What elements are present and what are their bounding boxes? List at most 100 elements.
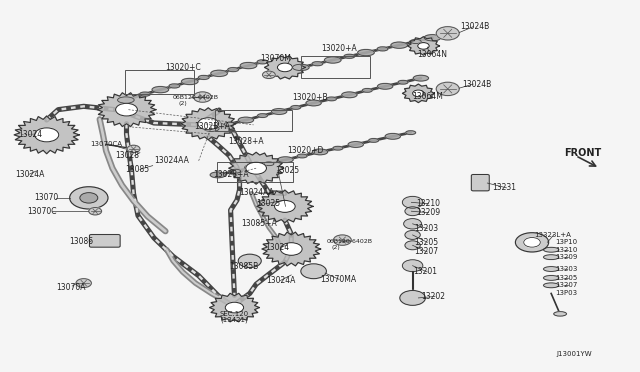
Ellipse shape bbox=[257, 60, 268, 64]
Text: 13024A: 13024A bbox=[15, 170, 44, 179]
Ellipse shape bbox=[181, 78, 198, 84]
Text: 13028+A: 13028+A bbox=[228, 137, 264, 146]
Text: 13231: 13231 bbox=[492, 183, 516, 192]
Text: 13203: 13203 bbox=[555, 266, 577, 272]
Text: 13085B: 13085B bbox=[229, 262, 259, 271]
Ellipse shape bbox=[342, 92, 357, 98]
FancyBboxPatch shape bbox=[90, 235, 120, 247]
Circle shape bbox=[280, 243, 302, 255]
Ellipse shape bbox=[348, 142, 364, 147]
Ellipse shape bbox=[406, 131, 415, 135]
Text: 13070: 13070 bbox=[35, 193, 59, 202]
Circle shape bbox=[403, 196, 423, 208]
Ellipse shape bbox=[210, 172, 225, 178]
Circle shape bbox=[70, 187, 108, 209]
Ellipse shape bbox=[378, 83, 393, 89]
Polygon shape bbox=[408, 37, 440, 55]
Ellipse shape bbox=[228, 68, 239, 72]
Ellipse shape bbox=[240, 62, 257, 69]
Polygon shape bbox=[14, 116, 79, 154]
Text: 13020+B: 13020+B bbox=[292, 93, 328, 102]
Circle shape bbox=[405, 207, 420, 216]
Text: 13024B: 13024B bbox=[462, 80, 491, 89]
Ellipse shape bbox=[554, 312, 566, 316]
Text: J13001YW: J13001YW bbox=[556, 350, 592, 356]
Text: 13028+A: 13028+A bbox=[212, 170, 248, 179]
Text: 13024B: 13024B bbox=[461, 22, 490, 31]
Text: 06B120-6402B: 06B120-6402B bbox=[326, 239, 372, 244]
Circle shape bbox=[262, 71, 275, 78]
Circle shape bbox=[116, 103, 138, 116]
Ellipse shape bbox=[333, 146, 343, 150]
Text: 13086: 13086 bbox=[70, 237, 94, 246]
Ellipse shape bbox=[543, 267, 559, 272]
Polygon shape bbox=[264, 56, 305, 79]
Circle shape bbox=[404, 219, 422, 229]
Text: 13025: 13025 bbox=[256, 199, 280, 208]
Circle shape bbox=[225, 302, 244, 313]
Circle shape bbox=[89, 208, 102, 215]
Ellipse shape bbox=[169, 84, 180, 88]
Ellipse shape bbox=[257, 114, 268, 118]
Text: 13207: 13207 bbox=[555, 282, 577, 288]
Ellipse shape bbox=[543, 255, 559, 260]
Ellipse shape bbox=[292, 64, 309, 71]
Ellipse shape bbox=[306, 100, 321, 106]
Text: 13209: 13209 bbox=[416, 208, 440, 217]
Circle shape bbox=[436, 27, 460, 40]
Circle shape bbox=[35, 128, 59, 142]
Text: 13202: 13202 bbox=[421, 292, 445, 301]
Bar bbox=[301, 55, 370, 78]
Text: 13020+C: 13020+C bbox=[165, 63, 200, 72]
Ellipse shape bbox=[297, 154, 307, 158]
Ellipse shape bbox=[398, 80, 408, 84]
Ellipse shape bbox=[385, 134, 401, 139]
Text: 13064M: 13064M bbox=[412, 92, 443, 101]
Circle shape bbox=[403, 260, 423, 272]
Text: 13070A: 13070A bbox=[56, 283, 86, 292]
Circle shape bbox=[238, 254, 261, 267]
Ellipse shape bbox=[326, 97, 337, 101]
Ellipse shape bbox=[211, 70, 227, 77]
Text: 13064N: 13064N bbox=[417, 50, 447, 59]
Ellipse shape bbox=[424, 35, 441, 41]
Text: 13025: 13025 bbox=[275, 166, 300, 175]
Text: 13024AA: 13024AA bbox=[239, 188, 275, 197]
Ellipse shape bbox=[543, 276, 559, 280]
Text: 13024: 13024 bbox=[18, 129, 42, 139]
Circle shape bbox=[198, 118, 219, 130]
Circle shape bbox=[515, 233, 548, 252]
Text: 13085: 13085 bbox=[125, 165, 149, 174]
Circle shape bbox=[277, 63, 292, 72]
Circle shape bbox=[405, 231, 420, 239]
Text: 13207: 13207 bbox=[415, 247, 438, 256]
Text: 13P03: 13P03 bbox=[555, 291, 577, 296]
Ellipse shape bbox=[391, 42, 408, 48]
Circle shape bbox=[193, 92, 211, 102]
Polygon shape bbox=[403, 84, 435, 103]
Text: (13421): (13421) bbox=[220, 316, 248, 323]
Text: 13024A: 13024A bbox=[266, 276, 295, 285]
Ellipse shape bbox=[118, 97, 134, 103]
Ellipse shape bbox=[231, 169, 241, 173]
Polygon shape bbox=[228, 152, 284, 184]
Text: 13070C: 13070C bbox=[28, 207, 57, 216]
Ellipse shape bbox=[238, 117, 253, 123]
Text: 13323L+A: 13323L+A bbox=[534, 232, 572, 238]
Polygon shape bbox=[262, 232, 321, 266]
Bar bbox=[125, 70, 194, 94]
Text: 13205: 13205 bbox=[415, 238, 438, 247]
Ellipse shape bbox=[204, 126, 219, 131]
Circle shape bbox=[246, 162, 266, 174]
Circle shape bbox=[76, 279, 92, 288]
Polygon shape bbox=[257, 190, 313, 223]
Ellipse shape bbox=[244, 164, 260, 170]
Ellipse shape bbox=[264, 162, 274, 166]
Ellipse shape bbox=[312, 62, 323, 66]
Circle shape bbox=[436, 82, 460, 96]
Text: 13070MA: 13070MA bbox=[320, 275, 356, 284]
Ellipse shape bbox=[543, 283, 559, 288]
Text: 13028: 13028 bbox=[116, 151, 140, 160]
Ellipse shape bbox=[358, 49, 374, 56]
Text: FRONT: FRONT bbox=[564, 148, 601, 158]
